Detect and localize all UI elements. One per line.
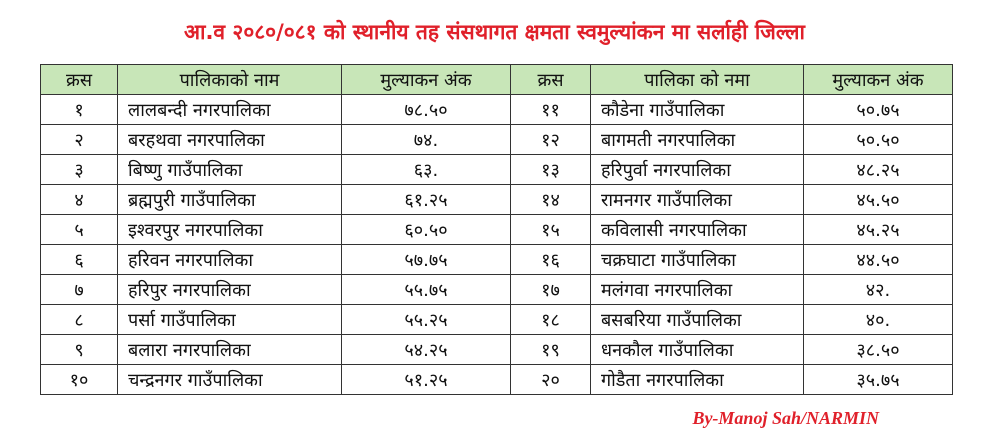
table-cell: पर्सा गाउँपालिका	[117, 304, 342, 335]
table-cell: हरिपुर नगरपालिका	[117, 274, 342, 305]
table-cell: बसबरिया गाउँपालिका	[590, 304, 804, 335]
table-cell: ४२.	[803, 274, 953, 305]
table-cell: ६	[40, 244, 118, 275]
column-header: पालिकाको नाम	[117, 64, 342, 95]
table-cell: ९	[40, 334, 118, 365]
table-cell: ६३.	[341, 154, 511, 185]
table-cell: ३५.७५	[803, 364, 953, 395]
table-cell: ५०.५०	[803, 124, 953, 155]
table-cell: ५५.७५	[341, 274, 511, 305]
table-cell: हरिपुर्वा नगरपालिका	[590, 154, 804, 185]
table-cell: १७	[510, 274, 591, 305]
table-cell: ६०.५०	[341, 214, 511, 245]
table-row: ५ इश्वरपुर नगरपालिका ६०.५० १५ कविलासी नगरपाल…	[40, 214, 953, 245]
table-cell: चन्द्रनगर गाउँपालिका	[117, 364, 342, 395]
table-cell: २०	[510, 364, 591, 395]
score-table: क्रस पालिकाको नाम मुल्याकन अंक क्रस पालिका क…	[40, 64, 953, 395]
table-cell: १४	[510, 184, 591, 215]
table-row: १० चन्द्रनगर गाउँपालिका ५१.२५ २० गोडैता नगरप…	[40, 364, 953, 395]
table-cell: १८	[510, 304, 591, 335]
table-cell: ५४.२५	[341, 334, 511, 365]
table-cell: १३	[510, 154, 591, 185]
table-row: ८ पर्सा गाउँपालिका ५५.२५ १८ बसबरिया गाउँपालि…	[40, 304, 953, 335]
table-cell: ४५.२५	[803, 214, 953, 245]
table-cell: धनकौल गाउँपालिका	[590, 334, 804, 365]
table-cell: चक्रघाटा गाउँपालिका	[590, 244, 804, 275]
table-cell: गोडैता नगरपालिका	[590, 364, 804, 395]
table-cell: बागमती नगरपालिका	[590, 124, 804, 155]
table-cell: १६	[510, 244, 591, 275]
table-cell: इश्वरपुर नगरपालिका	[117, 214, 342, 245]
table-cell: लालबन्दी नगरपालिका	[117, 94, 342, 125]
table-cell: ५१.२५	[341, 364, 511, 395]
table-cell: ३८.५०	[803, 334, 953, 365]
column-header: पालिका को नमा	[590, 64, 804, 95]
header-row: क्रस पालिकाको नाम मुल्याकन अंक क्रस पालिका क…	[40, 64, 953, 95]
credit: By-Manoj Sah/NARMIN	[692, 408, 879, 428]
table-cell: ७	[40, 274, 118, 305]
column-header: मुल्याकन अंक	[341, 64, 511, 95]
table-row: २ बरहथवा नगरपालिका ७४. १२ बागमती नगरपालिका ५०…	[40, 124, 953, 155]
table-cell: ७४.	[341, 124, 511, 155]
table-cell: ११	[510, 94, 591, 125]
table-row: ६ हरिवन नगरपालिका ५७.७५ १६ चक्रघाटा गाउँपालि…	[40, 244, 953, 275]
table-row: ७ हरिपुर नगरपालिका ५५.७५ १७ मलंगवा नगरपालिका…	[40, 274, 953, 305]
table-row: १ लालबन्दी नगरपालिका ७८.५० ११ कौडेना गाउँपाल…	[40, 94, 953, 125]
table-cell: हरिवन नगरपालिका	[117, 244, 342, 275]
table-cell: ४५.५०	[803, 184, 953, 215]
table-cell: रामनगर गाउँपालिका	[590, 184, 804, 215]
table-cell: १२	[510, 124, 591, 155]
table-cell: ५	[40, 214, 118, 245]
table-cell: १९	[510, 334, 591, 365]
table-cell: ४८.२५	[803, 154, 953, 185]
table-cell: बरहथवा नगरपालिका	[117, 124, 342, 155]
table-cell: ४४.५०	[803, 244, 953, 275]
table-cell: ४	[40, 184, 118, 215]
table-cell: १०	[40, 364, 118, 395]
table-cell: ५०.७५	[803, 94, 953, 125]
column-header: क्रस	[40, 64, 118, 95]
table-cell: १	[40, 94, 118, 125]
table-cell: १५	[510, 214, 591, 245]
table-cell: ७८.५०	[341, 94, 511, 125]
table-cell: ८	[40, 304, 118, 335]
table-cell: ब्रह्मपुरी गाउँपालिका	[117, 184, 342, 215]
table-cell: ५७.७५	[341, 244, 511, 275]
table-cell: २	[40, 124, 118, 155]
column-header: क्रस	[510, 64, 591, 95]
table-row: ९ बलारा नगरपालिका ५४.२५ १९ धनकौल गाउँपालिका ३…	[40, 334, 953, 365]
table-row: ३ बिष्णु गाउँपालिका ६३. १३ हरिपुर्वा नगरपालि…	[40, 154, 953, 185]
table-cell: ३	[40, 154, 118, 185]
table-cell: मलंगवा नगरपालिका	[590, 274, 804, 305]
column-header: मुल्याकन अंक	[803, 64, 953, 95]
title: आ.व २०८०/०८१ को स्थानीय तह संसथागत क्षमत…	[183, 20, 805, 44]
table-cell: बिष्णु गाउँपालिका	[117, 154, 342, 185]
table-cell: कौडेना गाउँपालिका	[590, 94, 804, 125]
table-cell: ६१.२५	[341, 184, 511, 215]
table-cell: कविलासी नगरपालिका	[590, 214, 804, 245]
table-cell: बलारा नगरपालिका	[117, 334, 342, 365]
table-cell: ५५.२५	[341, 304, 511, 335]
table-row: ४ ब्रह्मपुरी गाउँपालिका ६१.२५ १४ रामनगर गाउँ…	[40, 184, 953, 215]
table-cell: ४०.	[803, 304, 953, 335]
table-body: १ लालबन्दी नगरपालिका ७८.५० ११ कौडेना गाउँपाल…	[40, 94, 953, 395]
